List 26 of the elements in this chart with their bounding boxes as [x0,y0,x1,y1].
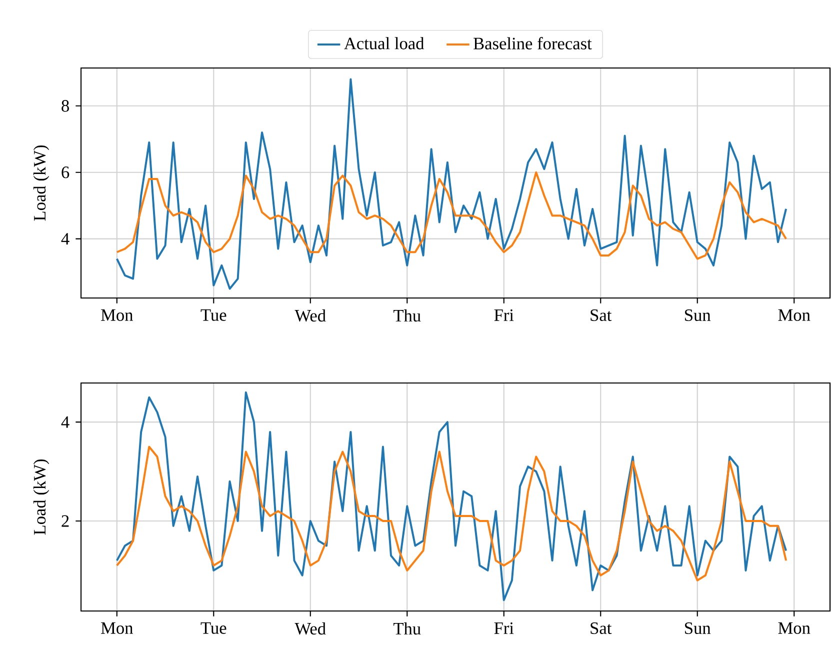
x-tick-label: Wed [294,309,326,322]
legend-label: Actual load [344,37,424,50]
x-tick-label: Sun [685,309,711,322]
x-tick-label: Sat [590,622,612,634]
x-tick-label: Wed [294,622,326,635]
x-tick-label: Thu [393,622,421,635]
legend-label: Baseline forecast [474,37,592,50]
y-tick-label: 6 [62,166,70,178]
x-tick-label: Fri [494,309,514,321]
y-axis-title: Load (kW) [33,459,50,535]
x-tick-label: Sat [590,309,612,322]
y-tick-label: 8 [62,100,69,112]
x-tick-label: Mon [778,622,810,634]
x-tick-label: Mon [101,622,133,634]
line-series [116,391,788,602]
x-tick-label: Tue [200,622,226,634]
x-tick-label: Sun [685,622,711,634]
y-tick-label: 4 [61,416,70,428]
x-tick-label: Fri [494,622,514,634]
x-tick-label: Tue [200,309,226,321]
x-tick-label: Mon [778,309,810,321]
x-tick-label: Mon [101,309,133,321]
x-tick-label: Thu [393,309,421,322]
y-tick-label: 4 [61,233,70,245]
y-tick-label: 2 [62,515,69,527]
y-axis-title: Load (kW) [33,145,50,221]
